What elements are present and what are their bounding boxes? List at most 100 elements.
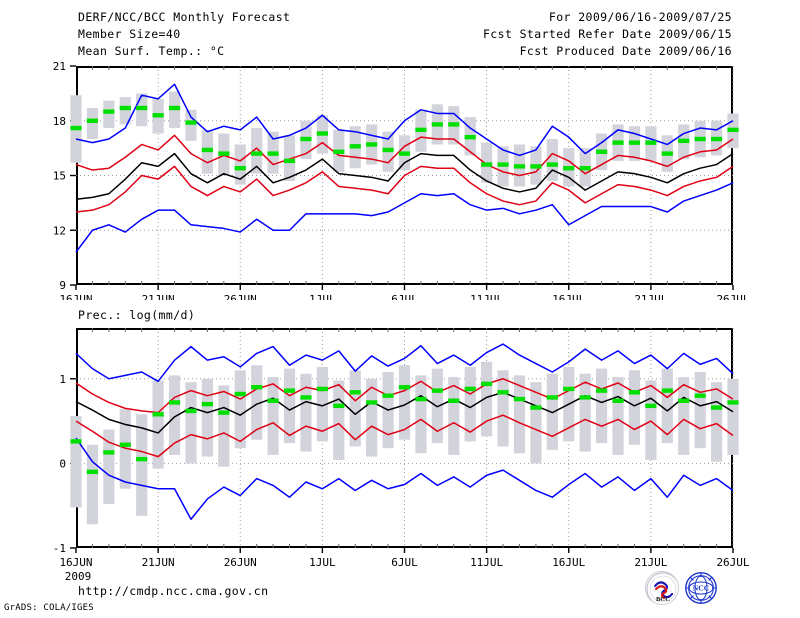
observed-marker [546,395,558,400]
observed-marker [234,391,246,397]
observed-marker [267,151,279,156]
y-axis-tick-label: 1 [59,373,66,386]
observed-marker [152,113,164,118]
y-axis-tick-label: 18 [53,115,66,128]
observed-marker [234,166,246,171]
observed-marker [70,439,82,444]
x-axis-tick-label: 21JUN [142,556,175,569]
observed-marker [579,395,591,400]
ensemble-box [201,378,213,457]
website-url[interactable]: http://cmdp.ncc.cma.gov.cn [78,584,269,598]
observed-marker [628,390,641,395]
ensemble-box [464,366,476,442]
precipitation-unit-label: Prec.: log(mm/d) [78,308,196,322]
observed-marker [678,398,690,403]
observed-marker [251,385,263,390]
observed-marker [596,388,608,393]
ensemble-box [546,139,558,181]
observed-marker [283,158,296,164]
x-axis-tick-label: 11JUL [470,556,503,569]
ensemble-box [497,370,509,447]
x-axis-tick-label: 26JUN [224,556,257,569]
x-axis-tick-label: 21JUL [634,293,667,300]
observed-marker [283,388,296,393]
observed-marker [316,386,328,392]
observed-marker [398,385,411,390]
ensemble-box [546,373,558,450]
ensemble-box [678,377,690,455]
x-axis-tick-label: 6JUL [391,293,418,300]
observed-marker [579,166,591,171]
observed-marker [382,147,394,153]
series-line [75,414,734,458]
ensemble-box [316,366,328,442]
ensemble-box [398,365,411,440]
ncc-logo: NCC [684,571,718,605]
observed-marker [300,395,312,400]
precipitation-chart-panel: -1 0 1 16JUN 21JUN 26JUN 1JUL 6JUL 11JUL 16JUL 21J… [0,300,800,580]
observed-marker [464,134,476,140]
observed-marker [563,386,575,392]
observed-marker [694,393,706,398]
observed-marker [251,151,263,156]
observed-marker [267,398,279,403]
ensemble-box [579,373,591,452]
temperature-plot-canvas: 9 12 15 18 21 16JUN 21JUN 26JUN 1JUL 6JUL 11JUL 16J… [53,60,750,300]
observed-marker [448,122,460,127]
ensemble-box [710,382,723,462]
ensemble-box [513,375,526,454]
ensemble-box [596,368,608,444]
ensemble-box [86,444,99,525]
observed-marker [563,166,575,171]
temperature-chart-panel: 9 12 15 18 21 16JUN 21JUN 26JUN 1JUL 6JUL 11JUL 16J… [0,0,800,300]
observed-marker [366,142,378,147]
observed-marker [316,131,328,136]
bcc-logo-text: BCC [656,596,670,603]
observed-marker [201,147,213,153]
ensemble-box [103,100,115,129]
ensemble-box [86,107,99,139]
ensemble-box [70,416,82,508]
observed-marker [349,390,361,395]
ensemble-box [448,377,460,455]
observed-marker [349,144,361,149]
forecast-produced-label: Fcst Produced Date 2009/06/16 [519,44,732,58]
ensemble-box [136,414,148,516]
x-axis-tick-label: 26JUN [224,293,257,300]
ensemble-box [251,365,263,440]
forecast-range-label: For 2009/06/16-2009/07/25 [548,10,732,24]
observed-marker [86,469,99,475]
observed-marker [596,149,608,154]
member-size-label: Member Size=40 [78,27,181,41]
ensemble-box [152,380,164,469]
series-line [75,182,734,253]
x-axis-tick-label: 26JUL [716,293,749,300]
observed-marker [333,403,345,409]
observed-marker [366,400,378,405]
observed-marker [727,127,739,133]
ensemble-box [234,370,246,449]
x-axis-tick-label: 1JUL [309,556,336,569]
y-axis-tick-label: 15 [53,170,66,183]
observed-marker [333,149,345,154]
x-axis-tick-label: 11JUL [470,293,503,300]
x-axis-year-label: 2009 [65,570,92,580]
observed-marker [694,136,706,142]
ensemble-box [530,382,542,464]
observed-marker [415,396,427,402]
ensemble-box [283,135,296,181]
x-axis-tick-label: 21JUN [142,293,175,300]
ensemble-box [103,429,115,504]
series-line [75,165,734,213]
series-line [75,152,734,200]
observed-marker [530,405,542,410]
observed-marker [727,400,739,405]
observed-marker [678,138,690,144]
observed-marker [168,400,181,405]
ensemble-box [612,377,624,455]
ensemble-box [727,378,739,455]
observed-marker [710,405,723,410]
observed-marker [201,401,213,407]
forecast-started-label: Fcst Started Refer Date 2009/06/15 [482,27,732,41]
